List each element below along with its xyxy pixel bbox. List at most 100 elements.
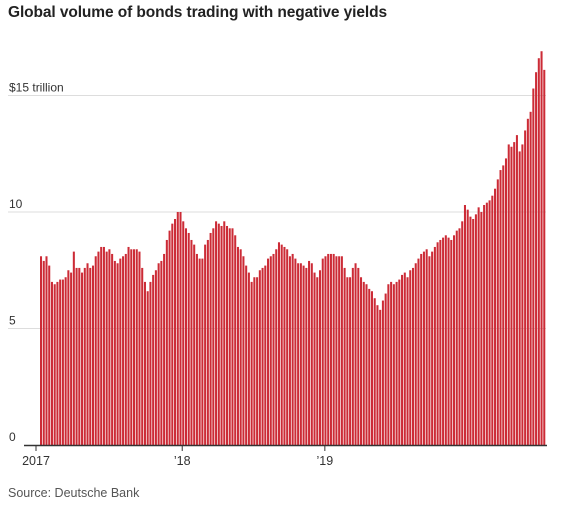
bar [535,72,538,445]
bar [406,277,409,445]
bar [228,228,231,445]
bar [91,265,95,445]
bar [182,221,185,445]
bar [149,281,152,445]
bar [160,260,163,445]
bar [332,253,335,445]
bar [458,228,461,445]
bar [283,246,286,445]
bar [130,249,133,445]
bar [256,277,259,445]
bar [543,69,546,446]
bar [195,253,198,445]
bar [67,270,70,445]
bar [50,281,53,445]
bar [379,309,382,445]
bar [152,274,155,445]
bar [540,51,543,445]
y-tick-label: 10 [9,197,23,211]
bar [518,151,521,446]
bar [398,279,401,445]
bar [390,281,393,445]
bar [494,188,497,445]
bar [491,195,494,445]
bar [447,237,450,445]
bar [138,251,141,445]
bar [474,214,477,445]
bar [209,232,212,445]
bar [510,146,513,445]
bar [387,284,390,445]
bar [261,267,264,445]
bar [313,272,316,445]
bar [163,253,166,445]
bar [469,216,472,445]
bar [122,256,125,445]
bar [442,237,445,445]
bar [220,225,223,445]
bar [78,267,81,445]
bar [277,242,280,445]
bar [119,258,122,445]
bar [351,267,354,445]
bar [272,253,275,445]
bar [81,272,84,445]
bar [245,265,248,445]
bar [83,267,86,445]
bar [425,249,428,445]
bar [515,135,518,446]
bar [198,258,201,445]
bar [165,239,168,445]
bar [201,258,204,445]
bar [217,223,220,445]
bar [124,253,127,445]
bar [267,258,270,445]
source-note: Source: Deutsche Bank [8,486,140,500]
bar [113,260,116,445]
bar [97,251,100,445]
bar [48,265,51,445]
bar [365,284,368,445]
bar [368,288,371,445]
bar [234,235,237,445]
bar [346,277,349,445]
bar [381,300,384,445]
bar [291,253,294,445]
bar [444,235,447,445]
bar [411,267,415,445]
bar [502,165,505,445]
bar [157,263,160,445]
bar [420,253,423,445]
bars [40,51,546,446]
bar [61,279,64,445]
bar [223,221,226,445]
bar [428,256,431,445]
bar [496,179,499,445]
bar [269,256,272,445]
bar [480,212,483,445]
bar [504,158,508,445]
bar [53,284,56,445]
bar [392,284,395,445]
bar [529,111,532,445]
bar [239,249,242,445]
bar [507,144,510,445]
chart-title: Global volume of bonds trading with nega… [8,4,388,21]
bar [362,281,365,445]
bar [463,205,466,445]
bar [316,277,319,445]
bar [532,88,535,445]
bar [431,251,434,445]
bar [171,223,174,445]
bar [384,293,387,445]
bar [288,256,291,445]
bar [94,256,97,445]
bar [485,202,488,445]
bar [64,277,67,445]
bar [439,239,442,445]
bar [340,256,343,445]
bar [42,260,45,445]
bar [72,251,75,445]
bar [105,251,108,445]
